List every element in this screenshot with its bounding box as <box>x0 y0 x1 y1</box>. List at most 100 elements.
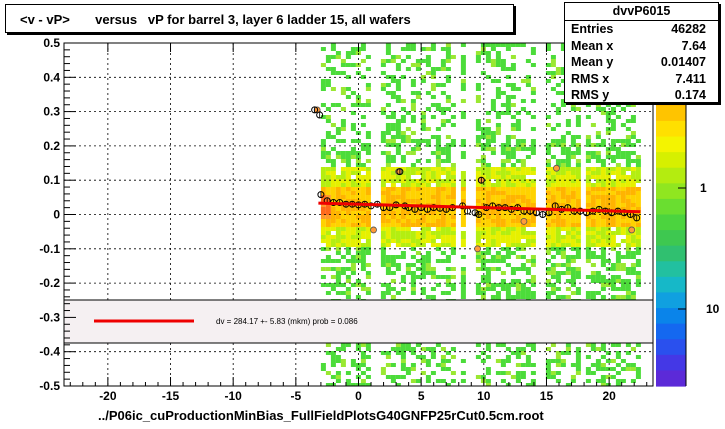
heatmap-cell <box>460 295 466 299</box>
heatmap-cell <box>605 175 611 179</box>
heatmap-cell <box>390 191 396 195</box>
heatmap-cell <box>410 279 416 283</box>
heatmap-cell <box>625 143 631 147</box>
heatmap-cell <box>605 131 611 135</box>
heatmap-cell <box>530 363 536 367</box>
heatmap-cell <box>620 215 626 219</box>
heatmap-cell <box>630 167 636 171</box>
heatmap-cell <box>390 115 396 119</box>
heatmap-cell <box>590 255 596 259</box>
heatmap-cell <box>400 223 406 227</box>
heatmap-cell <box>330 355 336 359</box>
heatmap-cell <box>520 143 526 147</box>
heatmap-cell <box>460 143 466 147</box>
heatmap-cell <box>385 211 391 215</box>
heatmap-cell <box>615 219 621 223</box>
heatmap-cell <box>545 375 551 379</box>
heatmap-cell <box>420 291 426 295</box>
heatmap-cell <box>555 235 561 239</box>
heatmap-cell <box>550 63 556 67</box>
heatmap-cell <box>615 343 621 347</box>
heatmap-cell <box>355 179 361 183</box>
heatmap-cell <box>495 175 501 179</box>
heatmap-cell <box>340 283 346 287</box>
heatmap-cell <box>490 131 496 135</box>
heatmap-cell <box>475 127 481 131</box>
heatmap-cell <box>340 87 346 91</box>
heatmap-cell <box>325 155 331 159</box>
heatmap-cell <box>400 107 406 111</box>
heatmap-cell <box>345 211 351 215</box>
heatmap-cell <box>570 239 576 243</box>
heatmap-cell <box>320 155 326 159</box>
heatmap-cell <box>360 251 366 255</box>
heatmap-cell <box>510 231 516 235</box>
heatmap-cell <box>525 179 531 183</box>
heatmap-cell <box>550 291 556 295</box>
heatmap-cell <box>435 247 441 251</box>
heatmap-cell <box>340 219 346 223</box>
heatmap-cell <box>550 75 556 79</box>
heatmap-cell <box>380 167 386 171</box>
heatmap-cell <box>605 119 611 123</box>
heatmap-cell <box>605 219 611 223</box>
heatmap-cell <box>495 219 501 223</box>
heatmap-cell <box>345 295 351 299</box>
heatmap-cell <box>550 271 556 275</box>
heatmap-cell <box>520 223 526 227</box>
heatmap-cell <box>545 71 551 75</box>
heatmap-cell <box>530 283 536 287</box>
heatmap-cell <box>345 371 351 375</box>
heatmap-cell <box>425 235 431 239</box>
heatmap-cell <box>500 91 506 95</box>
heatmap-cell <box>445 203 451 207</box>
heatmap-cell <box>360 359 366 363</box>
heatmap-cell <box>410 107 416 111</box>
heatmap-cell <box>450 371 456 375</box>
heatmap-cell <box>420 227 426 231</box>
heatmap-cell <box>515 235 521 239</box>
heatmap-cell <box>420 115 426 119</box>
heatmap-cell <box>630 191 636 195</box>
heatmap-cell <box>590 195 596 199</box>
heatmap-cell <box>485 231 491 235</box>
heatmap-cell <box>385 195 391 199</box>
heatmap-cell <box>545 371 551 375</box>
y-tick-label: 0.5 <box>43 36 60 50</box>
heatmap-cell <box>545 183 551 187</box>
heatmap-cell <box>360 227 366 231</box>
heatmap-cell <box>340 363 346 367</box>
heatmap-cell <box>620 171 626 175</box>
heatmap-cell <box>590 239 596 243</box>
heatmap-cell <box>400 287 406 291</box>
heatmap-cell <box>530 235 536 239</box>
heatmap-cell <box>480 227 486 231</box>
heatmap-cell <box>500 163 506 167</box>
heatmap-cell <box>560 255 566 259</box>
heatmap-cell <box>390 179 396 183</box>
heatmap-cell <box>570 283 576 287</box>
heatmap-cell <box>460 111 466 115</box>
heatmap-cell <box>495 127 501 131</box>
heatmap-cell <box>630 251 636 255</box>
heatmap-cell <box>445 283 451 287</box>
heatmap-cell <box>405 219 411 223</box>
heatmap-cell <box>485 175 491 179</box>
heatmap-cell <box>525 83 531 87</box>
x-tick-label: 0 <box>355 389 362 403</box>
heatmap-cell <box>335 347 341 351</box>
heatmap-cell <box>350 195 356 199</box>
heatmap-cell <box>600 171 606 175</box>
heatmap-cell <box>325 135 331 139</box>
heatmap-cell <box>595 143 601 147</box>
heatmap-cell <box>605 239 611 243</box>
heatmap-cell <box>565 255 571 259</box>
heatmap-cell <box>620 255 626 259</box>
heatmap-cell <box>445 255 451 259</box>
heatmap-cell <box>360 371 366 375</box>
heatmap-cell <box>325 195 331 199</box>
heatmap-cell <box>475 143 481 147</box>
heatmap-cell <box>350 243 356 247</box>
heatmap-cell <box>565 171 571 175</box>
heatmap-cell <box>325 67 331 71</box>
